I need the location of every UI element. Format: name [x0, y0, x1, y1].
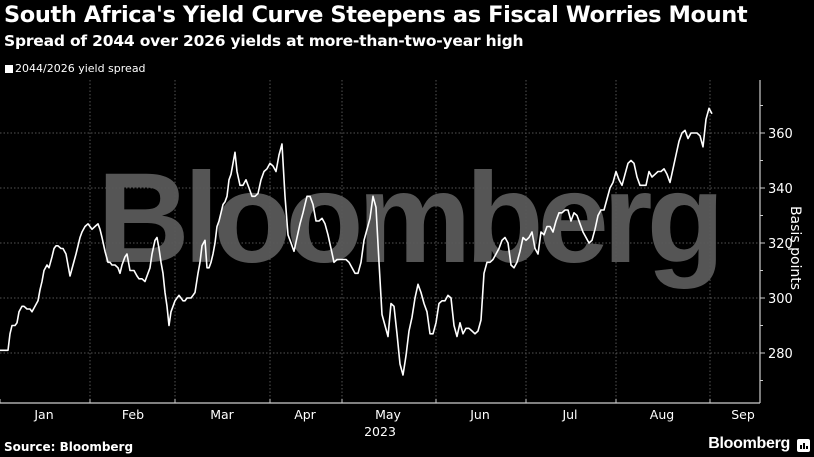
- x-tick-label: Aug: [650, 407, 674, 422]
- x-tick-label: May: [375, 407, 401, 422]
- legend-swatch: [5, 64, 13, 73]
- source-note: Source: Bloomberg: [4, 440, 134, 454]
- x-tick-label: Sep: [731, 407, 755, 422]
- y-tick-label: 360: [768, 127, 793, 142]
- y-tick-label: 280: [768, 347, 793, 362]
- x-tick-label: Mar: [210, 407, 234, 422]
- x-axis-year: 2023: [364, 424, 396, 439]
- y-tick-label: 320: [768, 237, 793, 252]
- chart-subtitle: Spread of 2044 over 2026 yields at more-…: [4, 32, 524, 50]
- y-axis-title: Basis points: [787, 206, 803, 290]
- x-tick-label: Jan: [33, 407, 53, 422]
- x-tick-label: Jun: [469, 407, 490, 422]
- watermark: Bloomberg: [97, 147, 719, 290]
- legend: 2044/2026 yield spread: [5, 62, 146, 75]
- y-tick-label: 340: [768, 182, 793, 197]
- chart-title: South Africa's Yield Curve Steepens as F…: [4, 2, 748, 28]
- x-tick-label: Apr: [294, 407, 316, 422]
- x-tick-label: Jul: [561, 407, 577, 422]
- axes: 280 300 320 340 360 Jan Feb Mar Apr May Jun Jul Aug S…: [0, 80, 793, 422]
- bloomberg-chart-icon: [797, 439, 810, 452]
- spread-line: [0, 107, 713, 376]
- gridlines: [0, 80, 760, 403]
- legend-label: 2044/2026 yield spread: [15, 62, 146, 75]
- bloomberg-logo: Bloomberg: [708, 435, 790, 452]
- y-tick-label: 300: [768, 292, 793, 307]
- x-tick-label: Feb: [122, 407, 144, 422]
